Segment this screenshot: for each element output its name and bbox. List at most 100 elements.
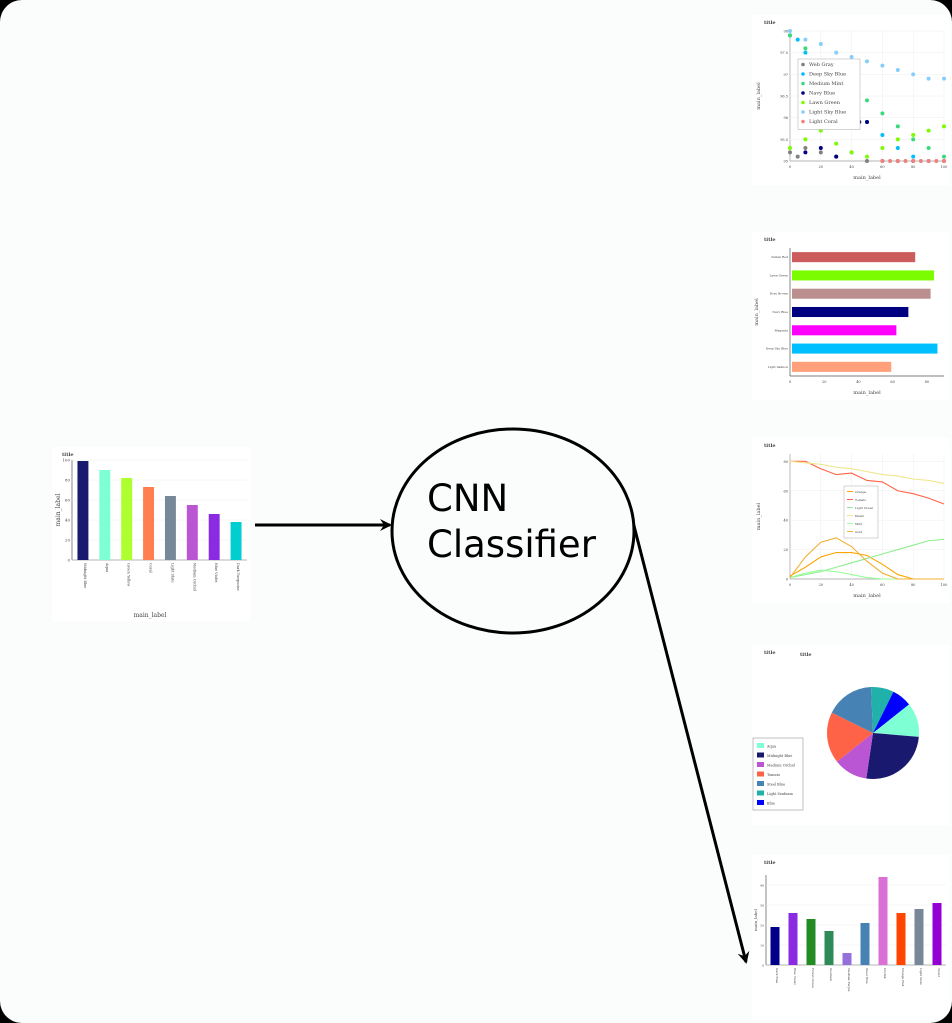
- pie-slice: [836, 733, 873, 779]
- xtick: 80: [911, 583, 915, 587]
- legend-marker: [801, 91, 805, 95]
- legend-label: Light Sky Blue: [809, 110, 846, 116]
- legend-box: [843, 485, 879, 539]
- cnn-classifier-label: CNN Classifier: [395, 476, 635, 568]
- hbar-bar: [792, 252, 916, 263]
- bar-xtick: Dark Blue: [775, 968, 779, 983]
- hbar-bar: [792, 306, 909, 318]
- bar-bar: [896, 913, 906, 965]
- pie-legend-swatch: [757, 762, 764, 767]
- bar-xtick: Orchid: [883, 968, 887, 978]
- bar-xtick: Forest Green: [811, 968, 815, 988]
- xtick: 100: [941, 165, 948, 169]
- scatter-point: [911, 154, 916, 159]
- output-horizontal-bar-chart: title 0 20 40 60 80 Indian Red Lawn Green Rosy B…: [752, 232, 950, 400]
- scatter-point: [788, 150, 792, 155]
- chart-ylabel: main_label: [756, 82, 762, 110]
- scatter-point: [880, 159, 885, 163]
- ytick: 80: [784, 460, 788, 464]
- xtick: 40: [849, 165, 853, 169]
- output-scatter-chart: title 0 20 40 60 80 100 95 95.5 96 96.5 97 97.5 98 Web…: [752, 15, 950, 185]
- scatter-point: [865, 59, 869, 64]
- bar-bar: [860, 923, 870, 965]
- bar-bar: [770, 927, 780, 965]
- scatter-point: [865, 98, 869, 103]
- output-line-chart: title 0 20 40 60 80 100 0 20 40 60 80 Orange Tomato Li…: [752, 438, 950, 603]
- legend-label: Medium Mint: [809, 81, 843, 87]
- input-chart-xtick: Medium Orchid: [192, 563, 196, 592]
- scatter-point: [895, 146, 900, 150]
- bar-ytick: 10: [760, 944, 764, 948]
- pie-legend-label: Aqua: [766, 745, 776, 749]
- bar-bar: [914, 909, 924, 965]
- legend-marker: [801, 62, 805, 67]
- scatter-point: [942, 124, 946, 129]
- legend-label: Gold: [855, 530, 862, 534]
- bar-ytick: 0: [762, 964, 764, 968]
- line-series: [789, 537, 944, 580]
- input-chart-ytick: 0: [67, 558, 70, 563]
- scatter-point: [911, 133, 916, 137]
- scatter-point: [803, 146, 808, 150]
- scatter-point: [788, 33, 792, 38]
- scatter-point: [895, 159, 900, 163]
- legend-label: Light Green: [855, 506, 873, 510]
- bar-xtick: Steel Blue: [865, 968, 869, 984]
- scatter-point: [880, 133, 885, 137]
- ytick: 95.5: [780, 138, 788, 142]
- hbar-ytick: Navy Blue: [772, 310, 788, 314]
- output-bar-chart: title 0 10 20 30 40 Dark Blue Blue Violet Forest…: [752, 855, 950, 1020]
- input-chart-xtick: Midnight Blue: [83, 563, 87, 588]
- pie-legend-swatch: [757, 781, 764, 786]
- legend-label: Web Gray: [809, 62, 834, 68]
- xtick: 60: [880, 165, 884, 169]
- scatter-point: [918, 159, 923, 163]
- xtick: 0: [789, 165, 791, 169]
- scatter-point: [888, 159, 893, 163]
- ytick: 96: [784, 116, 788, 120]
- ytick: 96.5: [780, 95, 788, 99]
- scatter-point: [911, 159, 916, 163]
- scatter-point: [865, 120, 869, 124]
- hbar-ytick: Magenta: [775, 328, 789, 332]
- scatter-point: [926, 128, 931, 133]
- pie-legend-swatch: [757, 771, 764, 777]
- cnn-classifier-node: [390, 427, 636, 635]
- input-chart-xtick: Green Yellow: [127, 563, 131, 586]
- scatter-point: [895, 137, 900, 142]
- scatter-point: [942, 154, 946, 159]
- pie-slice: [866, 733, 919, 779]
- bar-ylabel: main_label: [753, 908, 758, 931]
- bar-bar: [788, 913, 798, 965]
- pie-slice: [873, 704, 919, 737]
- pie-legend-label: Midnight Blue: [767, 754, 792, 758]
- scatter-point: [926, 146, 931, 150]
- bar-ytick: 20: [760, 924, 764, 928]
- scatter-point: [895, 68, 900, 72]
- input-chart-bar: [164, 496, 176, 560]
- scatter-point: [834, 141, 839, 146]
- hbar-ytick: Deep Sky Blue: [766, 347, 788, 351]
- scatter-point: [834, 50, 839, 55]
- ytick: 60: [784, 489, 788, 493]
- hbar-ytick: Light Salmon: [768, 365, 788, 369]
- line-series: [790, 460, 945, 505]
- legend-label: Khaki: [855, 514, 864, 518]
- ytick: 97: [784, 73, 788, 77]
- input-chart-ylabel: main_label: [55, 493, 62, 526]
- pie-title-center: title: [800, 652, 812, 658]
- chart-title: title: [764, 443, 776, 449]
- input-chart-xtick: Dark Turquoise: [236, 563, 240, 591]
- scatter-point: [803, 150, 808, 155]
- legend-marker: [801, 72, 805, 76]
- input-chart-xtick: Blue Violet: [214, 563, 218, 583]
- input-chart-bar: [77, 461, 89, 560]
- legend-label: Deep Sky Blue: [809, 72, 846, 78]
- xtick: 20: [819, 583, 823, 587]
- bar-bar: [842, 953, 852, 965]
- bar-ytick: 40: [760, 884, 764, 888]
- ytick: 40: [784, 519, 788, 523]
- legend-box: [797, 58, 861, 130]
- pie-legend-swatch: [757, 752, 764, 758]
